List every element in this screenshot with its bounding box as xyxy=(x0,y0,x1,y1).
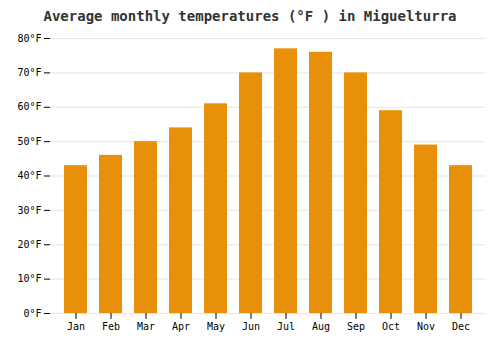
svg-text:Oct: Oct xyxy=(382,321,400,332)
svg-text:70°F: 70°F xyxy=(17,67,41,78)
svg-text:Nov: Nov xyxy=(417,321,435,332)
svg-text:May: May xyxy=(207,321,225,332)
svg-text:Dec: Dec xyxy=(452,321,470,332)
svg-text:0°F: 0°F xyxy=(23,308,41,319)
html-text:Average monthly temperatures (: Average monthly temperatures (°F ) in Mi… xyxy=(43,8,457,24)
svg-text:50°F: 50°F xyxy=(17,136,41,147)
svg-text:Apr: Apr xyxy=(172,321,190,332)
svg-text:30°F: 30°F xyxy=(17,205,41,216)
svg-text:Aug: Aug xyxy=(312,321,330,332)
svg-text:20°F: 20°F xyxy=(17,239,41,250)
svg-text:Jun: Jun xyxy=(242,321,260,332)
svg-text:Mar: Mar xyxy=(137,321,155,332)
svg-text:Feb: Feb xyxy=(102,321,120,332)
svg-text:60°F: 60°F xyxy=(17,101,41,112)
svg-text:Jul: Jul xyxy=(277,321,295,332)
svg-text:40°F: 40°F xyxy=(17,170,41,181)
svg-text:80°F: 80°F xyxy=(17,33,41,44)
svg-text:Jan: Jan xyxy=(67,321,85,332)
svg-text:10°F: 10°F xyxy=(17,273,41,284)
svg-text:Sep: Sep xyxy=(347,321,365,332)
